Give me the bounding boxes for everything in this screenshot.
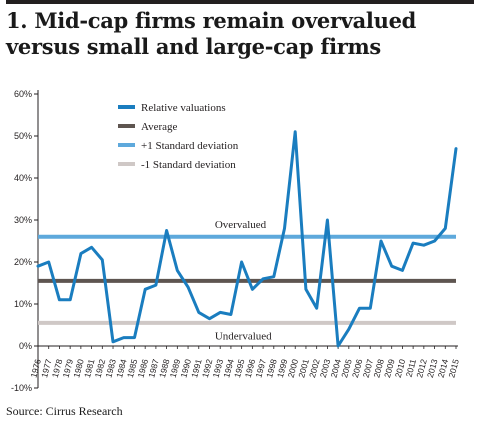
x-tick-label: 1977 — [39, 358, 54, 379]
y-tick-label: 30% — [14, 215, 32, 225]
x-tick-label: 1992 — [200, 358, 215, 379]
x-tick-label: 2008 — [371, 358, 386, 379]
x-tick-label: 1987 — [146, 358, 161, 379]
x-tick-label: 1976 — [28, 358, 43, 379]
x-tick-label: 2014 — [436, 358, 451, 379]
x-tick-label: 1984 — [114, 358, 129, 379]
x-tick-label: 2009 — [382, 358, 397, 379]
chart-title: 1. Mid-cap firms remain overvalued versu… — [6, 8, 417, 59]
x-tick-label: 2015 — [446, 358, 461, 379]
x-tick-label: 2001 — [296, 358, 311, 379]
x-tick-label: 1995 — [232, 358, 247, 379]
y-tick-label: 50% — [14, 131, 32, 141]
x-tick-label: 2000 — [286, 358, 301, 379]
x-tick-label: 1981 — [82, 358, 97, 379]
legend-label: Average — [141, 121, 178, 133]
x-tick-label: 1993 — [211, 358, 226, 379]
x-tick-label: 2011 — [404, 358, 418, 379]
source-note: Source: Cirrus Research — [6, 404, 123, 418]
x-tick-label: 1997 — [253, 358, 268, 379]
x-tick-label: 1994 — [221, 358, 236, 379]
x-tick-label: 2007 — [361, 358, 376, 379]
y-tick-label: 40% — [14, 173, 32, 183]
x-tick-label: 2013 — [425, 358, 440, 379]
x-tick-label: 2004 — [328, 358, 343, 379]
x-tick-label: 1990 — [178, 358, 193, 379]
y-tick-label: 60% — [14, 89, 32, 99]
x-tick-label: 1978 — [50, 358, 65, 379]
y-tick-label: 0% — [19, 341, 32, 351]
x-tick-label: 1983 — [103, 358, 118, 379]
x-tick-label: 1991 — [189, 358, 204, 379]
x-tick-label: 1986 — [136, 358, 151, 379]
x-tick-label: 2012 — [414, 358, 429, 379]
series-line — [36, 130, 458, 348]
y-tick-label: -10% — [11, 383, 32, 393]
legend-label: +1 Standard deviation — [141, 140, 239, 152]
x-tick-label: 1998 — [264, 358, 279, 379]
legend-label: Relative valuations — [141, 102, 226, 114]
x-tick-label: 1980 — [71, 358, 86, 379]
x-tick-label: 2005 — [339, 358, 354, 379]
x-tick-label: 2003 — [318, 358, 333, 379]
x-tick-label: 2002 — [307, 358, 322, 379]
annotation-label: Undervalued — [215, 331, 272, 343]
y-tick-label: 20% — [14, 257, 32, 267]
x-tick-label: 1989 — [168, 358, 183, 379]
x-tick-label: 1999 — [275, 358, 290, 379]
annotation-label: Overvalued — [215, 219, 267, 231]
x-tick-label: 1979 — [61, 358, 76, 379]
x-tick-label: 1988 — [157, 358, 172, 379]
x-tick-label: 2010 — [393, 358, 408, 379]
x-tick-label: 1982 — [93, 358, 108, 379]
legend-label: -1 Standard deviation — [141, 159, 236, 171]
x-tick-label: 1985 — [125, 358, 140, 379]
x-tick-label: 1996 — [243, 358, 258, 379]
x-tick-label: 2006 — [350, 358, 365, 379]
y-tick-label: 10% — [14, 299, 32, 309]
title-rule — [6, 0, 474, 4]
